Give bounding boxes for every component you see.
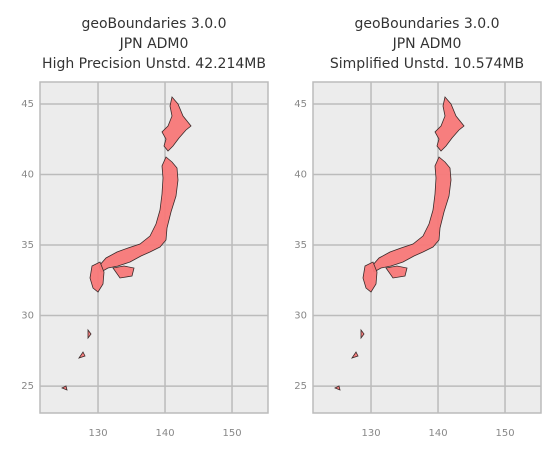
x-tick-label: 130 xyxy=(88,428,107,439)
y-tick-label: 30 xyxy=(294,311,307,322)
y-tick-label: 25 xyxy=(21,381,34,392)
y-tick-label: 35 xyxy=(21,240,34,251)
y-tick-label: 40 xyxy=(294,170,307,181)
chart-title: geoBoundaries 3.0.0 xyxy=(81,16,226,32)
x-tick-label: 140 xyxy=(155,428,174,439)
y-tick-label: 35 xyxy=(294,240,307,251)
y-tick-label: 30 xyxy=(21,311,34,322)
x-tick-label: 150 xyxy=(495,428,514,439)
chart-title: geoBoundaries 3.0.0 xyxy=(354,16,499,32)
y-tick-label: 25 xyxy=(294,381,307,392)
x-tick-label: 140 xyxy=(428,428,447,439)
y-tick-label: 40 xyxy=(21,170,34,181)
chart-title: JPN ADM0 xyxy=(119,36,189,52)
x-tick-label: 150 xyxy=(222,428,241,439)
map-panel: geoBoundaries 3.0.0 JPN ADM0 High Precisio… xyxy=(21,16,269,439)
y-tick-label: 45 xyxy=(21,99,34,110)
map-panel: geoBoundaries 3.0.0 JPN ADM0 Simplified Un… xyxy=(294,16,542,439)
chart-title: High Precision Unstd. 42.214MB xyxy=(42,56,266,72)
y-tick-label: 45 xyxy=(294,99,307,110)
x-tick-label: 130 xyxy=(361,428,380,439)
chart-title: JPN ADM0 xyxy=(392,36,462,52)
chart-title: Simplified Unstd. 10.574MB xyxy=(330,56,524,72)
